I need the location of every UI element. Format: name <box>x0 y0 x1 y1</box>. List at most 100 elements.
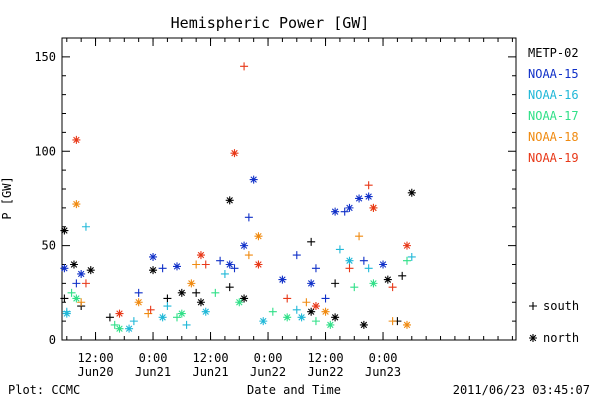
noaa-18-south-point <box>244 251 253 260</box>
noaa-15-north-point <box>379 260 388 269</box>
metp-02-south-point <box>192 288 201 297</box>
noaa-15-south-point <box>340 207 349 216</box>
noaa-15-north-point <box>149 252 158 261</box>
noaa-19-north-point <box>402 241 411 250</box>
x-tick-label-date: Jun21 <box>135 365 171 379</box>
noaa-19-south-point <box>146 305 155 314</box>
metp-02-north-point <box>86 266 95 275</box>
noaa-15-north-point <box>364 192 373 201</box>
noaa-15-north-point <box>345 203 354 212</box>
x-tick-label-time: 0:00 <box>369 351 398 365</box>
noaa-15-north-point <box>77 269 86 278</box>
noaa-19-north-point <box>369 203 378 212</box>
noaa-16-north-point <box>297 313 306 322</box>
noaa-17-north-point <box>115 324 124 333</box>
noaa-19-south-point <box>240 62 249 71</box>
noaa-15-south-point <box>292 251 301 260</box>
metp-02-north-point <box>149 266 158 275</box>
legend-entry-noaa-16: NOAA-16 <box>528 88 579 102</box>
noaa-16-south-point <box>220 269 229 278</box>
noaa-19-north-point <box>72 135 81 144</box>
noaa-17-north-point <box>235 298 244 307</box>
noaa-16-north-point <box>345 256 354 265</box>
noaa-15-south-point <box>311 264 320 273</box>
noaa-19-south-point <box>388 283 397 292</box>
metp-02-north-point <box>383 275 392 284</box>
noaa-17-south-point <box>268 307 277 316</box>
noaa-17-south-point <box>402 256 411 265</box>
noaa-15-north-point <box>240 241 249 250</box>
legend-asterisk-marker <box>529 334 537 342</box>
x-axis-label: Date and Time <box>247 383 341 397</box>
metp-02-north-point <box>69 260 78 269</box>
noaa-19-south-point <box>81 279 90 288</box>
x-tick-label-date: Jun21 <box>192 365 228 379</box>
noaa-16-south-point <box>129 317 138 326</box>
legend: METP-02 NOAA-15 NOAA-16 NOAA-17 NOAA-18 NOAA-… <box>528 46 579 345</box>
metp-02-north-point <box>307 307 316 316</box>
y-axis-label: P [GW] <box>0 176 14 219</box>
noaa-17-north-point <box>326 320 335 329</box>
noaa-15-north-point <box>355 194 364 203</box>
y-tick-label: 150 <box>34 50 56 64</box>
axes: 05010015012:00Jun200:00Jun2112:00Jun210:… <box>34 38 516 379</box>
metp-02-south-point <box>225 283 234 292</box>
y-tick-label: 100 <box>34 144 56 158</box>
noaa-15-north-point <box>331 207 340 216</box>
x-tick-label-time: 12:00 <box>307 351 343 365</box>
noaa-16-south-point <box>81 222 90 231</box>
noaa-16-north-point <box>62 309 71 318</box>
noaa-16-south-point <box>407 252 416 261</box>
noaa-15-north-point <box>172 262 181 271</box>
noaa-15-north-point <box>278 275 287 284</box>
x-tick-label-date: Jun22 <box>307 365 343 379</box>
noaa-15-south-point <box>230 264 239 273</box>
noaa-17-north-point <box>177 309 186 318</box>
metp-02-south-point <box>105 313 114 322</box>
legend-entry-noaa-18: NOAA-18 <box>528 130 579 144</box>
noaa-15-south-point <box>72 279 81 288</box>
metp-02-north-point <box>331 313 340 322</box>
noaa-19-south-point <box>364 181 373 190</box>
noaa-15-north-point <box>225 260 234 269</box>
legend-marker-label-north: north <box>543 331 579 345</box>
noaa-17-south-point <box>110 320 119 329</box>
x-tick-label-date: Jun23 <box>365 365 401 379</box>
noaa-18-north-point <box>134 298 143 307</box>
legend-marker-label-south: south <box>543 299 579 313</box>
noaa-16-north-point <box>125 324 134 333</box>
noaa-16-south-point <box>364 264 373 273</box>
plot-timestamp: 2011/06/23 03:45:07 <box>453 383 590 397</box>
metp-02-north-point <box>407 188 416 197</box>
metp-02-south-point <box>60 294 69 303</box>
noaa-17-north-point <box>72 294 81 303</box>
noaa-16-north-point <box>259 317 268 326</box>
noaa-15-south-point <box>359 256 368 265</box>
x-tick-label-date: Jun22 <box>250 365 286 379</box>
noaa-15-north-point <box>249 175 258 184</box>
noaa-15-north-point <box>60 264 69 273</box>
noaa-19-south-point <box>201 260 210 269</box>
plot-frame <box>61 37 517 341</box>
metp-02-north-point <box>359 320 368 329</box>
noaa-15-south-point <box>244 213 253 222</box>
noaa-15-south-point <box>321 294 330 303</box>
noaa-17-south-point <box>172 313 181 322</box>
legend-plus-marker <box>529 302 537 310</box>
metp-02-north-point <box>225 196 234 205</box>
metp-02-south-point <box>307 237 316 246</box>
noaa-19-north-point <box>115 309 124 318</box>
noaa-19-south-point <box>345 264 354 273</box>
noaa-19-north-point <box>311 302 320 311</box>
noaa-17-north-point <box>369 279 378 288</box>
noaa-17-south-point <box>67 288 76 297</box>
chart-title: Hemispheric Power [GW] <box>171 14 370 32</box>
noaa-17-north-point <box>283 313 292 322</box>
noaa-18-north-point <box>72 200 81 209</box>
noaa-18-south-point <box>388 317 397 326</box>
noaa-18-north-point <box>254 232 263 241</box>
x-tick-label-time: 12:00 <box>77 351 113 365</box>
noaa-15-south-point <box>158 264 167 273</box>
legend-entry-noaa-19: NOAA-19 <box>528 151 579 165</box>
